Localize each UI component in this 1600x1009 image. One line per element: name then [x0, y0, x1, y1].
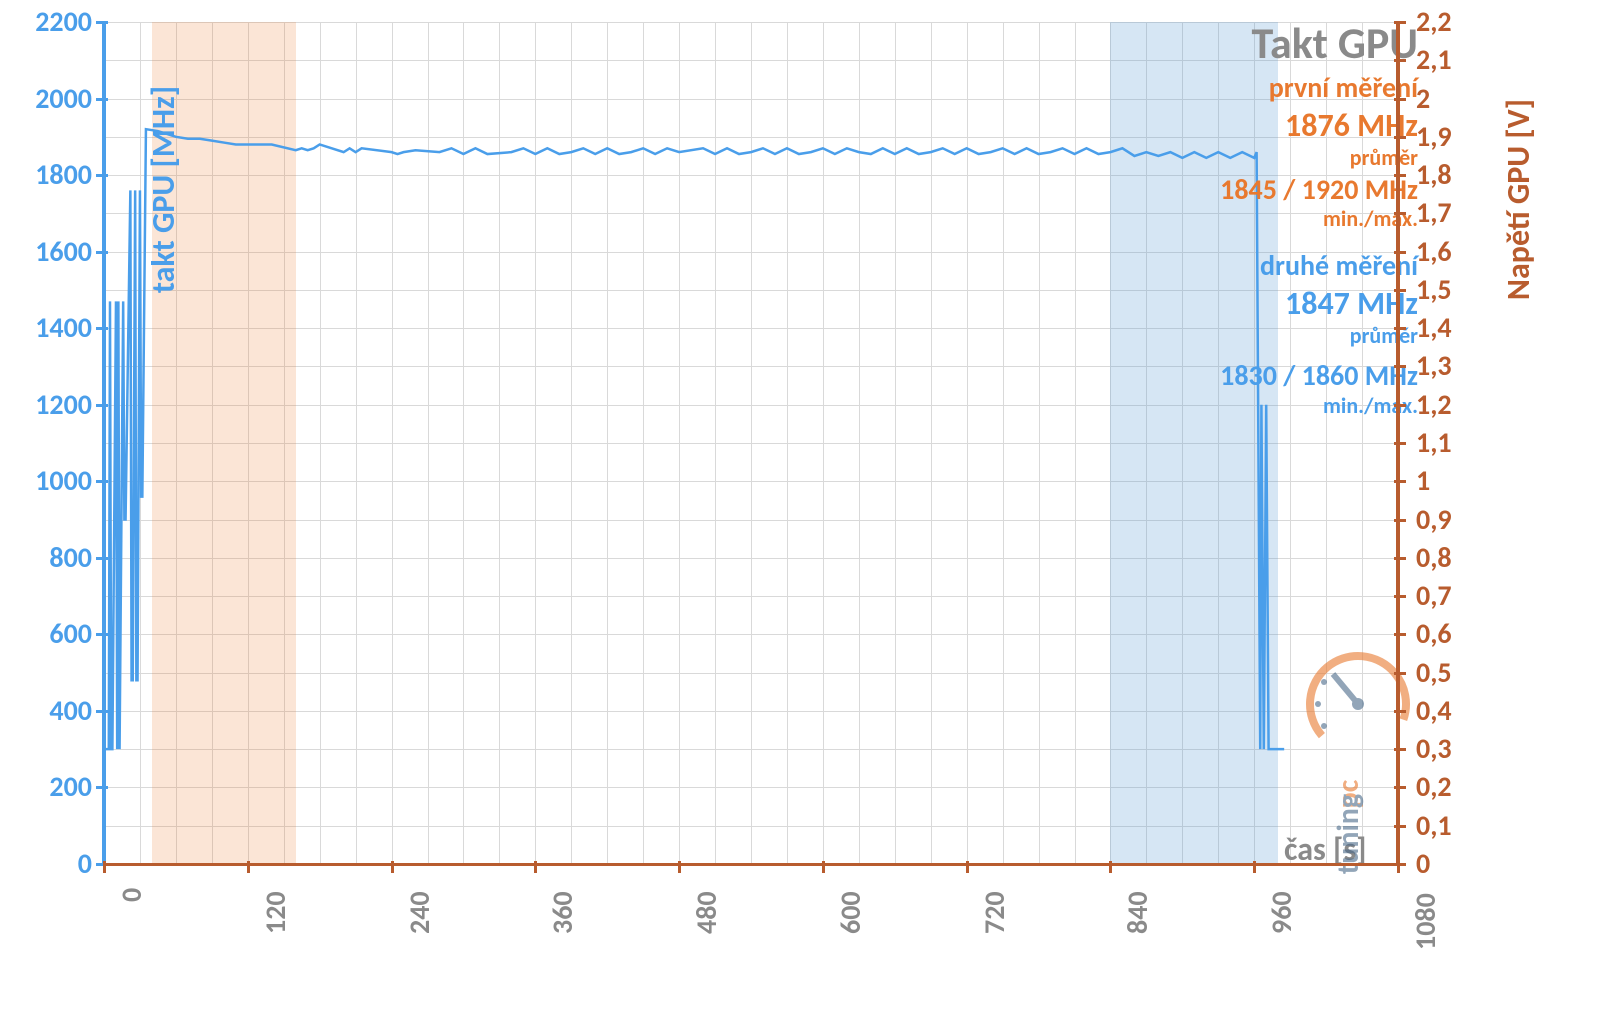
- left-axis-tick-label: 400: [12, 693, 92, 728]
- right-axis-tick-label: 0,2: [1416, 769, 1476, 804]
- right-axis-tick-label: 0,4: [1416, 693, 1476, 728]
- left-axis-tick-label: 0: [12, 846, 92, 881]
- right-axis-tick-label: 0,7: [1416, 578, 1476, 613]
- x-axis-tick-label: 840: [1120, 891, 1155, 934]
- right-axis-tick-label: 1,7: [1416, 195, 1476, 230]
- right-axis-tick-label: 1,4: [1416, 310, 1476, 345]
- annotation-second-range: 1830 / 1860 MHz: [1220, 358, 1418, 393]
- left-axis-tick-label: 1600: [12, 234, 92, 269]
- x-axis-tick-label: 960: [1264, 891, 1299, 934]
- right-axis-tick-label: 0,3: [1416, 731, 1476, 766]
- right-axis-tick-label: 0,1: [1416, 808, 1476, 843]
- right-axis-tick-label: 0: [1416, 846, 1476, 881]
- x-axis-tick-label: 1080: [1408, 893, 1443, 950]
- left-axis-title: takt GPU [MHz]: [144, 86, 183, 293]
- right-axis-tick-label: 1,8: [1416, 157, 1476, 192]
- gpu-clock-line: [104, 22, 1398, 864]
- right-axis-title: Napětí GPU [V]: [1499, 99, 1538, 300]
- left-axis-tick-label: 200: [12, 769, 92, 804]
- right-axis-tick-label: 1,1: [1416, 425, 1476, 460]
- left-axis-tick-label: 1800: [12, 157, 92, 192]
- annotation-first-sub: průměr: [1350, 144, 1418, 171]
- left-axis-tick-label: 2200: [12, 4, 92, 39]
- right-axis-tick-label: 1,5: [1416, 272, 1476, 307]
- right-axis-tick-label: 0,8: [1416, 540, 1476, 575]
- left-axis-tick-label: 1400: [12, 310, 92, 345]
- right-axis-tick-label: 1,3: [1416, 348, 1476, 383]
- x-axis-tick-label: 600: [833, 891, 868, 934]
- left-axis-tick-label: 1000: [12, 463, 92, 498]
- left-axis-tick-label: 600: [12, 616, 92, 651]
- plot-area: [104, 22, 1398, 864]
- right-axis-tick-label: 1,9: [1416, 119, 1476, 154]
- annotation-first-range-sub: min./max.: [1323, 205, 1418, 232]
- x-axis-tick-label: 720: [977, 891, 1012, 934]
- right-axis-tick-label: 2,2: [1416, 4, 1476, 39]
- x-axis-tick-label: 360: [545, 891, 580, 934]
- right-axis-tick-label: 0,9: [1416, 502, 1476, 537]
- x-axis-tick-label: 480: [689, 891, 724, 934]
- left-axis-tick-label: 800: [12, 540, 92, 575]
- right-axis-tick-label: 2: [1416, 81, 1476, 116]
- right-axis-tick-label: 0,5: [1416, 655, 1476, 690]
- right-axis-tick-label: 0,6: [1416, 616, 1476, 651]
- right-axis-tick-label: 2,1: [1416, 42, 1476, 77]
- annotation-first-range: 1845 / 1920 MHz: [1220, 172, 1418, 207]
- right-axis-tick-label: 1,2: [1416, 387, 1476, 422]
- x-axis-tick-label: 120: [258, 891, 293, 934]
- gpu-clock-chart: Takt GPU první měření 1876 MHz průměr 18…: [0, 0, 1600, 1009]
- x-axis-tick-label: 0: [114, 888, 149, 902]
- watermark-logo: pc tuning: [1288, 644, 1428, 889]
- left-axis-tick-label: 1200: [12, 387, 92, 422]
- left-axis-tick-label: 2000: [12, 81, 92, 116]
- annotation-second-sub: průměr: [1350, 322, 1418, 349]
- right-axis-tick-label: 1,6: [1416, 234, 1476, 269]
- right-axis-tick-label: 1: [1416, 463, 1476, 498]
- x-axis-tick-label: 240: [402, 891, 437, 934]
